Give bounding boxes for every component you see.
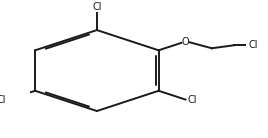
Text: O: O (181, 37, 189, 47)
Text: Cl: Cl (0, 95, 6, 105)
Text: Cl: Cl (187, 95, 197, 105)
Text: Cl: Cl (249, 40, 258, 50)
Text: Cl: Cl (92, 2, 102, 12)
